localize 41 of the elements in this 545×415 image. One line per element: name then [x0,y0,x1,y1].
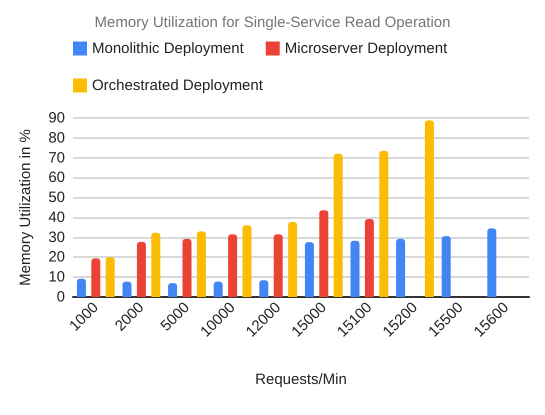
legend-label: Microserver Deployment [284,40,448,57]
bar [319,210,328,297]
bar [259,280,268,297]
x-axis-title: Requests/Min [255,371,347,388]
bar [304,242,314,297]
bar [182,238,192,297]
bar [487,228,496,297]
bar [334,154,343,297]
y-tick-label: 60 [48,169,65,186]
bar [168,283,178,297]
y-tick-label: 20 [48,248,65,266]
y-tick-label: 40 [48,208,65,226]
bar [228,234,238,297]
bar [76,278,86,297]
bar [424,120,434,297]
y-tick-label: 10 [48,268,65,286]
legend-label: Orchestrated Deployment [92,77,264,94]
bar [214,282,223,297]
bar [379,150,388,297]
y-tick-label: 30 [48,228,65,246]
bar [136,242,146,297]
bar [122,282,132,297]
bar [91,258,100,297]
bar [242,225,252,297]
bar [274,234,283,297]
bar [196,231,206,297]
bar [151,232,160,297]
y-axis-title: Memory Utilization in % [17,129,34,286]
chart-title: Memory Utilization for Single-Service Read Operation [94,14,450,31]
y-tick-label: 80 [48,129,65,146]
bar [288,222,298,297]
bar [396,238,406,297]
y-tick-label: 70 [48,149,65,166]
bar [442,236,451,297]
bar [106,257,115,297]
bar [364,219,374,297]
y-tick-label: 90 [48,110,65,126]
bar [350,240,360,297]
y-tick-label: 0 [56,288,65,306]
y-tick-label: 50 [48,189,65,206]
legend-label: Monolithic Deployment [92,40,245,57]
